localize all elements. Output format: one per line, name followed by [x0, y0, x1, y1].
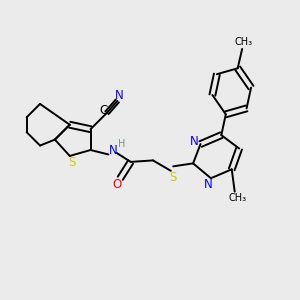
Text: N: N — [114, 89, 123, 102]
Text: H: H — [118, 139, 125, 149]
Text: CH₃: CH₃ — [229, 193, 247, 202]
Text: S: S — [68, 156, 76, 169]
Text: N: N — [110, 144, 118, 158]
Text: O: O — [113, 178, 122, 191]
Text: C: C — [99, 104, 107, 117]
Text: S: S — [169, 171, 177, 184]
Text: N: N — [204, 178, 212, 191]
Text: N: N — [190, 135, 199, 148]
Text: CH₃: CH₃ — [235, 37, 253, 46]
